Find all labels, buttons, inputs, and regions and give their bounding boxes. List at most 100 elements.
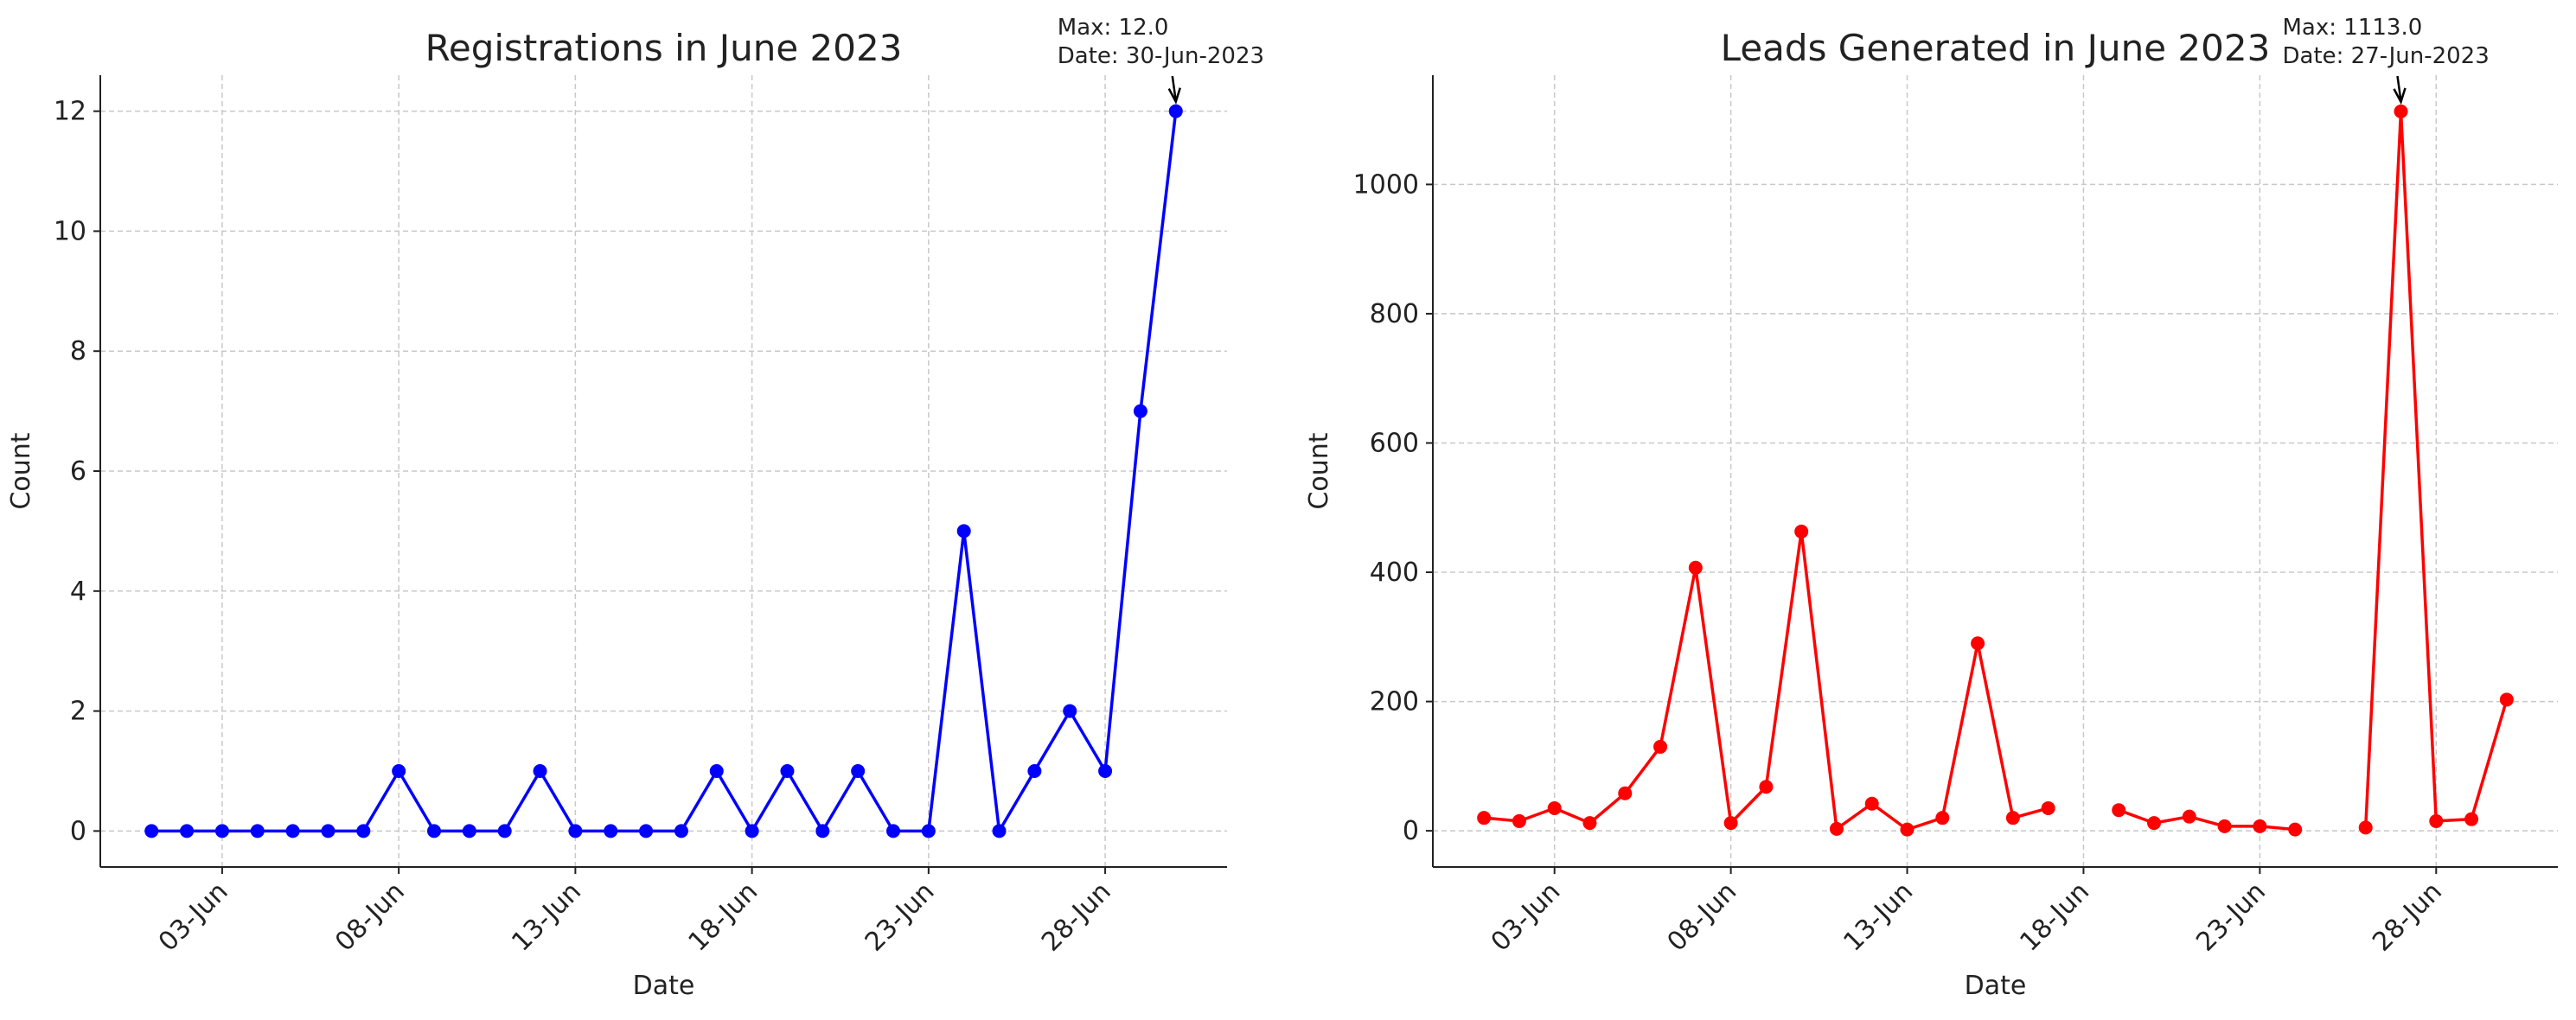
point [1547, 800, 1562, 815]
annotation: Max: 1113.0 [2283, 15, 2423, 41]
y-tick-label: 600 [1370, 428, 1419, 458]
point [568, 824, 583, 838]
chart-title: Leads Generated in June 2023 [1721, 27, 2271, 69]
point [1723, 816, 1738, 831]
point [1512, 813, 1526, 828]
point [1477, 811, 1492, 826]
point [886, 824, 901, 838]
point [956, 524, 971, 539]
x-axis-label: Date [633, 971, 695, 1001]
point [745, 824, 759, 838]
x-tick-label: 08-Jun [329, 877, 411, 958]
point [321, 824, 336, 838]
point [1971, 636, 1985, 651]
point [2429, 813, 2444, 828]
annotation-arrowhead [1167, 87, 1181, 105]
point [2005, 811, 2020, 826]
point [1864, 796, 1879, 811]
y-tick-label: 12 [54, 97, 86, 127]
y-tick-label: 10 [54, 216, 86, 246]
point [2041, 800, 2055, 815]
point [815, 824, 830, 838]
point [1759, 780, 1774, 794]
y-tick-label: 4 [70, 577, 86, 607]
point [2147, 816, 2162, 831]
point [2358, 820, 2373, 835]
y-tick-label: 2 [70, 697, 86, 727]
y-tick-label: 6 [70, 456, 86, 487]
x-tick-label: 03-Jun [153, 877, 234, 958]
point [639, 824, 654, 838]
x-tick-label: 28-Jun [1036, 877, 1117, 958]
annotation: Max: 12.0 [1058, 15, 1169, 41]
point [1653, 739, 1668, 754]
annotation: Date: 27-Jun-2023 [2283, 43, 2490, 69]
point [1935, 811, 1950, 826]
x-tick-label: 03-Jun [1486, 877, 1567, 958]
point [1829, 821, 1844, 836]
point [144, 824, 159, 838]
point [356, 824, 371, 838]
point [2217, 819, 2232, 833]
x-tick-label: 23-Jun [2190, 877, 2272, 958]
series-line [1483, 110, 2509, 832]
point [1794, 524, 1809, 539]
point [2464, 812, 2479, 826]
point [992, 824, 1007, 838]
point [1168, 104, 1183, 118]
chart-title: Registrations in June 2023 [425, 27, 903, 69]
annotation-arrowhead [2393, 87, 2407, 105]
x-tick-label: 28-Jun [2367, 877, 2448, 958]
annotation-arrow [2396, 75, 2402, 102]
x-tick-label: 23-Jun [860, 877, 941, 958]
y-tick-label: 1000 [1353, 169, 1419, 200]
y-tick-label: 0 [70, 816, 86, 846]
point [180, 824, 195, 838]
x-tick-label: 13-Jun [1838, 877, 1919, 958]
point [1900, 822, 1914, 837]
point [533, 763, 547, 778]
y-axis-label: Count [1304, 432, 1334, 509]
x-tick-label: 13-Jun [506, 877, 587, 958]
point [604, 824, 618, 838]
x-axis-label: Date [1965, 971, 2027, 1001]
x-tick-label: 18-Jun [683, 877, 764, 958]
point [709, 763, 724, 778]
y-axis-label: Count [6, 432, 36, 509]
y-tick-label: 8 [70, 336, 86, 367]
point [2288, 822, 2303, 837]
point [1098, 763, 1113, 778]
point [2182, 809, 2196, 824]
point [1582, 816, 1597, 831]
point [1688, 560, 1703, 575]
annotation-arrow [1171, 75, 1178, 101]
x-tick-label: 18-Jun [2014, 877, 2095, 958]
x-tick-label: 08-Jun [1662, 877, 1743, 958]
point [1063, 704, 1077, 718]
point [462, 824, 476, 838]
point [2394, 104, 2408, 118]
point [426, 824, 441, 838]
point [2499, 692, 2514, 707]
annotation: Date: 30-Jun-2023 [1058, 43, 1264, 69]
point [392, 763, 406, 778]
point [214, 824, 229, 838]
point [250, 824, 265, 838]
point [285, 824, 300, 838]
point [674, 824, 688, 838]
point [2112, 803, 2126, 818]
point [921, 824, 936, 838]
point [851, 763, 866, 778]
point [2253, 819, 2267, 833]
y-tick-label: 400 [1370, 558, 1419, 588]
y-tick-label: 200 [1370, 687, 1419, 717]
y-tick-label: 0 [1403, 816, 1419, 846]
point [497, 824, 512, 838]
point [780, 763, 795, 778]
point [1133, 404, 1147, 418]
point [1027, 763, 1042, 778]
y-tick-label: 800 [1370, 299, 1419, 329]
point [1618, 786, 1633, 800]
